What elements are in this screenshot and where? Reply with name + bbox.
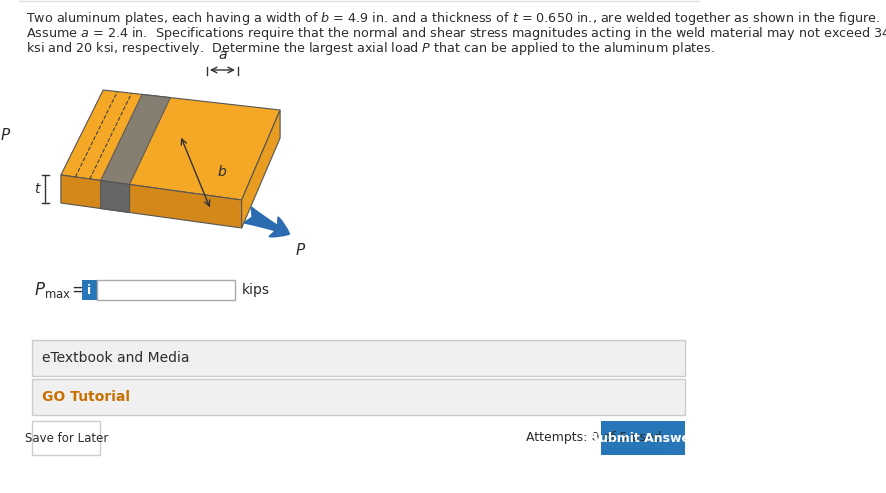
Text: b: b — [217, 166, 226, 179]
FancyBboxPatch shape — [82, 280, 97, 300]
Text: P: P — [0, 128, 10, 143]
Text: Submit Answer: Submit Answer — [590, 431, 696, 445]
Polygon shape — [101, 180, 129, 212]
Polygon shape — [61, 90, 280, 200]
Text: i: i — [88, 283, 91, 296]
FancyBboxPatch shape — [601, 421, 686, 455]
Text: a: a — [218, 48, 227, 62]
Polygon shape — [101, 94, 170, 184]
Text: Assume $a$ = 2.4 in.  Specifications require that the normal and shear stress ma: Assume $a$ = 2.4 in. Specifications requ… — [27, 25, 886, 42]
Text: kips: kips — [242, 283, 269, 297]
FancyBboxPatch shape — [33, 379, 686, 415]
Text: Two aluminum plates, each having a width of $b$ = 4.9 in. and a thickness of $t$: Two aluminum plates, each having a width… — [27, 10, 881, 27]
FancyBboxPatch shape — [33, 421, 100, 455]
Text: P: P — [296, 243, 305, 258]
Text: Attempts: 0 of 5 used: Attempts: 0 of 5 used — [526, 431, 662, 445]
Text: Save for Later: Save for Later — [25, 431, 108, 445]
Polygon shape — [242, 110, 280, 228]
Text: t: t — [34, 182, 39, 196]
Text: =: = — [71, 281, 85, 299]
Text: ksi and 20 ksi, respectively.  Determine the largest axial load $P$ that can be : ksi and 20 ksi, respectively. Determine … — [27, 40, 716, 57]
Text: GO Tutorial: GO Tutorial — [42, 390, 129, 404]
Text: eTextbook and Media: eTextbook and Media — [42, 351, 189, 365]
FancyBboxPatch shape — [97, 280, 236, 300]
FancyBboxPatch shape — [33, 340, 686, 376]
Polygon shape — [61, 175, 242, 228]
Text: $P_{\rm max}$: $P_{\rm max}$ — [34, 280, 71, 300]
